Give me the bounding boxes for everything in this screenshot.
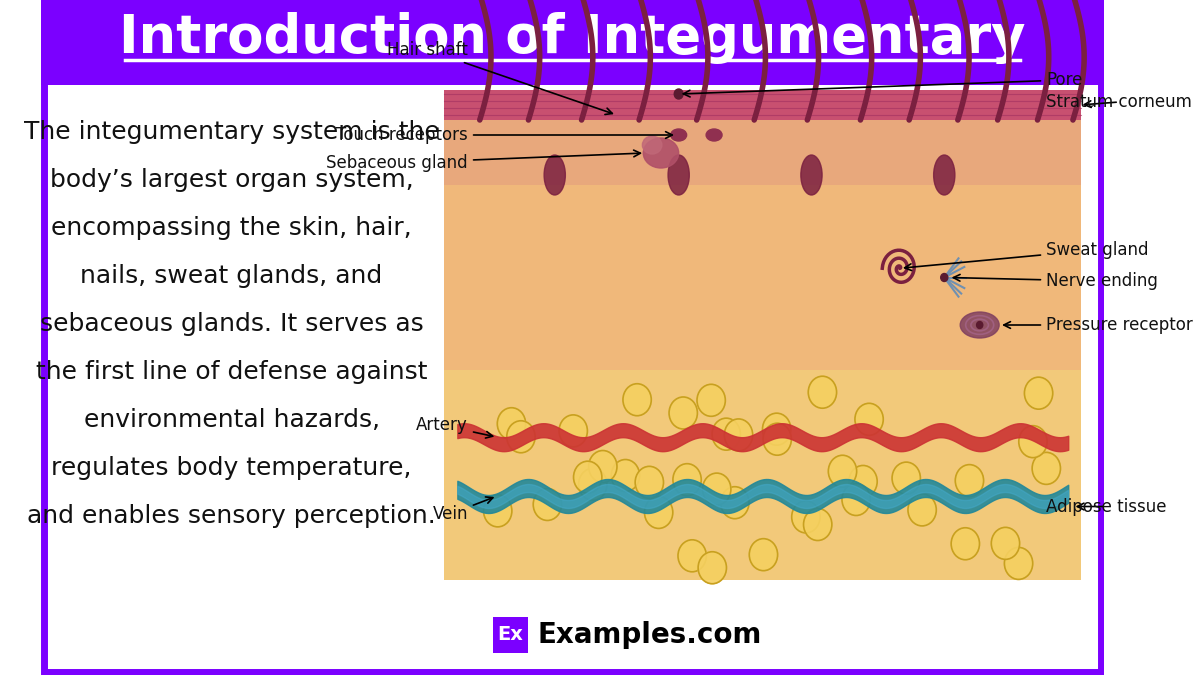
Text: Ex: Ex — [498, 626, 523, 645]
Circle shape — [1004, 547, 1033, 579]
Ellipse shape — [706, 129, 722, 141]
Circle shape — [574, 461, 602, 493]
Bar — [444, 90, 1081, 580]
Text: encompassing the skin, hair,: encompassing the skin, hair, — [52, 216, 412, 240]
Circle shape — [674, 89, 683, 99]
Circle shape — [533, 489, 562, 520]
Ellipse shape — [668, 155, 689, 195]
Circle shape — [842, 483, 870, 516]
Circle shape — [506, 421, 535, 453]
Circle shape — [749, 539, 778, 570]
Ellipse shape — [800, 155, 822, 195]
Circle shape — [578, 468, 607, 500]
Text: Introduction of Integumentary: Introduction of Integumentary — [119, 13, 1026, 65]
Bar — [41, 0, 1104, 85]
Text: regulates body temperature,: regulates body temperature, — [52, 456, 412, 480]
Text: body’s largest organ system,: body’s largest organ system, — [49, 168, 414, 192]
Circle shape — [952, 528, 979, 560]
Bar — [444, 370, 1081, 580]
Ellipse shape — [544, 155, 565, 195]
Text: The integumentary system is the: The integumentary system is the — [24, 120, 439, 144]
Circle shape — [804, 508, 832, 541]
Text: Stratum corneum: Stratum corneum — [1046, 93, 1192, 111]
Circle shape — [635, 466, 664, 498]
Text: nails, sweat glands, and: nails, sweat glands, and — [80, 264, 383, 288]
Text: Pressure receptor: Pressure receptor — [1004, 316, 1193, 334]
Circle shape — [792, 501, 820, 533]
Text: Touch receptors: Touch receptors — [336, 126, 672, 144]
Circle shape — [721, 487, 749, 518]
Text: Examples.com: Examples.com — [538, 621, 762, 649]
Circle shape — [678, 540, 707, 572]
Bar — [444, 120, 1081, 185]
Bar — [493, 617, 528, 653]
Circle shape — [611, 460, 640, 491]
Circle shape — [673, 464, 701, 495]
Ellipse shape — [960, 312, 1000, 338]
Circle shape — [589, 450, 617, 483]
Circle shape — [941, 273, 948, 281]
Ellipse shape — [643, 138, 679, 168]
Text: Nerve ending: Nerve ending — [953, 272, 1158, 290]
Text: Adipose tissue: Adipose tissue — [1046, 497, 1166, 516]
Circle shape — [702, 473, 731, 505]
Text: sebaceous glands. It serves as: sebaceous glands. It serves as — [40, 312, 424, 336]
Circle shape — [484, 495, 512, 527]
Bar — [444, 185, 1081, 370]
Circle shape — [977, 321, 983, 329]
Circle shape — [1025, 377, 1052, 409]
Circle shape — [848, 466, 877, 497]
Circle shape — [559, 415, 588, 447]
Text: the first line of defense against: the first line of defense against — [36, 360, 427, 384]
Text: environmental hazards,: environmental hazards, — [84, 408, 379, 432]
Circle shape — [955, 464, 984, 497]
Circle shape — [1032, 452, 1061, 485]
Ellipse shape — [671, 129, 686, 141]
Text: Artery: Artery — [416, 416, 493, 438]
Ellipse shape — [642, 136, 662, 154]
Text: Sebaceous gland: Sebaceous gland — [326, 150, 641, 172]
Text: Sweat gland: Sweat gland — [905, 241, 1148, 271]
Text: Vein: Vein — [432, 497, 493, 523]
Circle shape — [725, 419, 752, 451]
Circle shape — [763, 423, 791, 455]
Circle shape — [497, 408, 526, 439]
Circle shape — [697, 384, 725, 416]
Circle shape — [991, 527, 1020, 560]
Ellipse shape — [934, 155, 955, 195]
Circle shape — [623, 383, 652, 416]
Circle shape — [698, 551, 726, 584]
Bar — [444, 90, 1081, 120]
Circle shape — [644, 496, 673, 529]
Text: and enables sensory perception.: and enables sensory perception. — [28, 504, 436, 528]
Text: Hair shaft: Hair shaft — [388, 41, 612, 115]
Circle shape — [828, 455, 857, 487]
Circle shape — [762, 413, 791, 446]
Circle shape — [908, 494, 936, 526]
Circle shape — [1019, 426, 1048, 458]
Text: Pore: Pore — [683, 71, 1082, 97]
Circle shape — [712, 418, 740, 450]
Circle shape — [670, 397, 697, 429]
Circle shape — [809, 376, 836, 408]
Circle shape — [854, 403, 883, 435]
Circle shape — [892, 462, 920, 494]
